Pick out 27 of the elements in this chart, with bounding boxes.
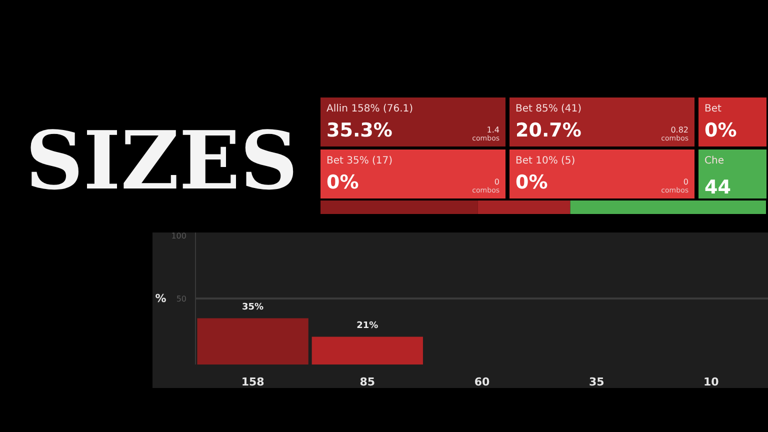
text: Bet (704, 104, 722, 114)
text: 0% (516, 172, 548, 194)
y-tick-label: 100 (171, 232, 187, 240)
text: 35.3% (326, 120, 392, 142)
y-tick-label: 50 (176, 294, 187, 304)
data-label: 35% (242, 302, 264, 312)
text: Allin 158% (76.1) (326, 104, 414, 114)
text: 20.7% (516, 120, 582, 142)
data-label: 21% (356, 320, 378, 331)
x-tick-label: 10 (704, 376, 720, 388)
text: 44 (704, 176, 731, 198)
text: 0 (494, 178, 500, 186)
text: Bet 85% (41) (516, 104, 582, 114)
text: 0 (683, 178, 689, 186)
x-tick-label: 158 (241, 376, 264, 388)
text: Bet 10% (5) (516, 156, 576, 166)
text: SIZES (26, 114, 298, 208)
x-tick-label: 60 (474, 376, 490, 388)
text: 0.82 (670, 126, 688, 134)
text: Che (704, 156, 724, 166)
x-tick-label: 85 (360, 376, 376, 388)
y-axis-title: % (155, 292, 166, 305)
text: 0% (326, 172, 359, 194)
text: Bet 35% (17) (326, 156, 393, 166)
text: 1.4 (486, 126, 500, 134)
x-tick-label: 35 (588, 376, 604, 388)
text: 0% (704, 120, 737, 142)
